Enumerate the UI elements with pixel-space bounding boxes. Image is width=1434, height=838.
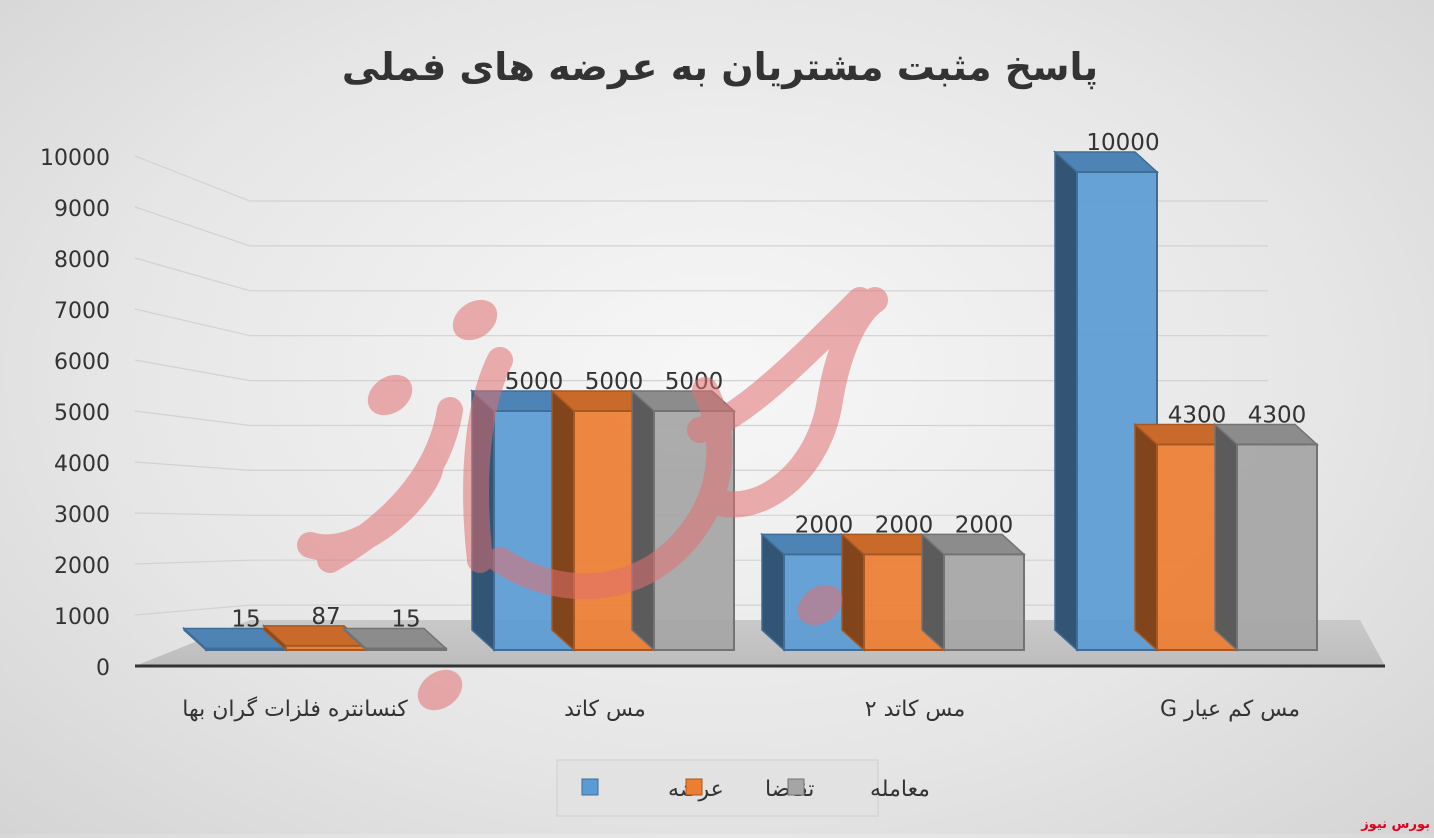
- x-tick-label: مس کاتد ۲: [865, 697, 966, 722]
- gridline: [134, 359, 1268, 382]
- y-tick-label: 2000: [54, 554, 110, 579]
- y-tick-label: 1000: [54, 605, 110, 630]
- legend-box: [556, 759, 879, 817]
- x-tick-label: مس کاتد: [564, 697, 646, 722]
- data-label: 2000: [875, 512, 934, 538]
- watermark-dot: [452, 299, 498, 341]
- bar: [182, 626, 288, 652]
- bar-group: [470, 389, 736, 652]
- watermark: بورس نیوز: [297, 287, 888, 711]
- chart-title: پاسخ مثبت مشتریان به عرضه های فملی: [342, 45, 1098, 89]
- watermark-dot: [797, 584, 843, 626]
- bar: [920, 532, 1026, 652]
- data-label: 10000: [1086, 130, 1159, 156]
- data-label: 2000: [795, 512, 854, 538]
- x-tick-label: مس کم عیار G: [1160, 697, 1300, 722]
- bar: [342, 626, 448, 652]
- data-label: 4300: [1168, 402, 1227, 428]
- y-tick-label: 0: [96, 656, 110, 681]
- y-tick-label: 5000: [54, 401, 110, 426]
- gridline: [134, 461, 1268, 471]
- watermark-dot: [417, 669, 463, 711]
- source-credit: بورس نیوز: [1361, 817, 1430, 832]
- y-tick-label: 3000: [54, 503, 110, 528]
- data-label: 15: [231, 607, 260, 633]
- y-tick-label: 8000: [54, 248, 110, 273]
- data-label: 5000: [585, 369, 644, 395]
- bar-front: [1236, 443, 1318, 651]
- bar-front: [365, 647, 447, 651]
- watermark-stroke: [297, 397, 463, 573]
- labels-layer: 0 1000 2000 3000 4000 5000 6000 7000 8000 9000 100…: [40, 130, 1306, 722]
- bar-front: [943, 553, 1025, 652]
- y-tick-label: 4000: [54, 452, 110, 477]
- bar-side: [1054, 150, 1078, 652]
- bars-layer: [182, 150, 1319, 652]
- gridline: [134, 512, 1268, 516]
- bar-group: [760, 532, 1026, 652]
- gridline: [134, 308, 1268, 337]
- watermark-shape: [297, 287, 888, 711]
- bar-front: [285, 644, 367, 651]
- data-label: 5000: [505, 369, 564, 395]
- watermark-dot: [367, 374, 413, 416]
- bar-group: [1053, 150, 1319, 652]
- legend-swatch: [581, 778, 599, 796]
- gridline: [134, 410, 1268, 427]
- y-tick-label: 7000: [54, 299, 110, 324]
- gridline: [134, 155, 1268, 202]
- y-tick-label: 6000: [54, 350, 110, 375]
- bar-group: [182, 624, 448, 652]
- gridline: [134, 206, 1268, 247]
- legend-swatch: [685, 778, 703, 796]
- legend-label: معامله: [870, 777, 930, 802]
- data-label: 2000: [955, 512, 1014, 538]
- gridline: [134, 257, 1268, 292]
- bar-side: [1134, 422, 1158, 652]
- legend: عرضهتقاضامعامله: [556, 759, 930, 817]
- legend-swatch: [787, 778, 805, 796]
- bar-side: [1214, 422, 1238, 652]
- grid-layer: [134, 155, 1268, 616]
- bar-front: [205, 647, 287, 651]
- bar: [1213, 422, 1319, 652]
- x-tick-label: کنسانتره فلزات گران بها: [182, 696, 408, 722]
- data-label: 4300: [1248, 402, 1307, 428]
- watermark-stroke: [687, 287, 888, 518]
- data-label: 15: [391, 607, 420, 633]
- y-tick-label: 10000: [40, 146, 110, 171]
- y-tick-label: 9000: [54, 197, 110, 222]
- data-label: 87: [311, 604, 340, 630]
